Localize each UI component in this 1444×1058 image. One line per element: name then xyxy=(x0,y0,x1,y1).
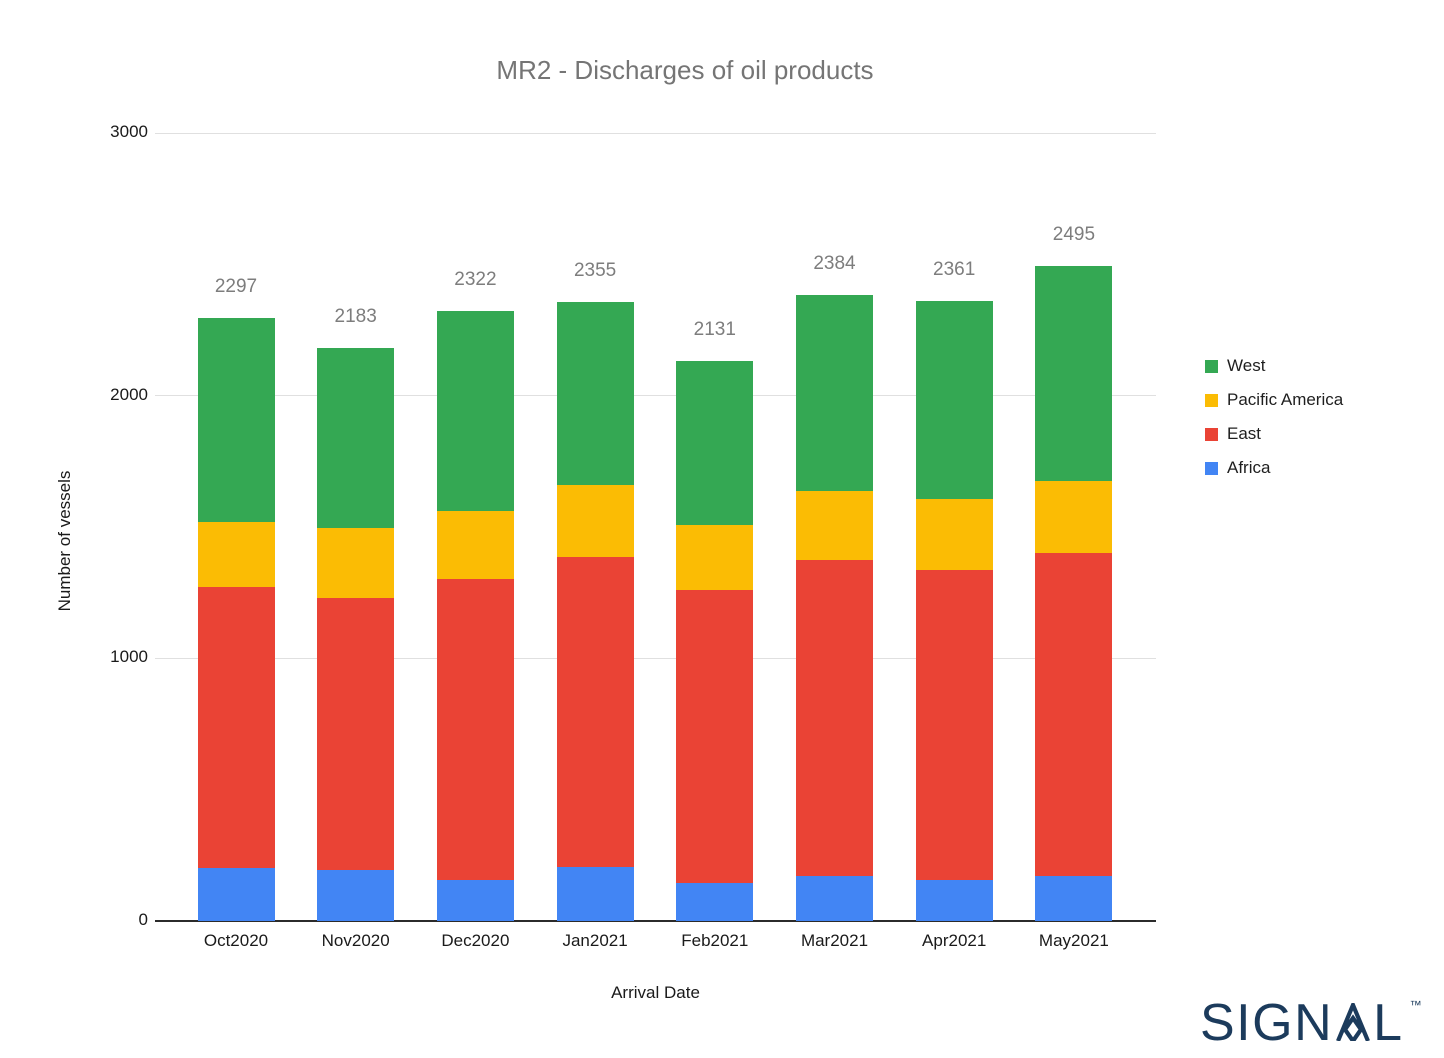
x-tick-label-jan2021: Jan2021 xyxy=(562,931,628,950)
bar-segment-east-jan2021[interactable] xyxy=(556,557,634,868)
bar-segment-africa-nov2020[interactable] xyxy=(317,869,395,921)
logo-text-right: L xyxy=(1373,994,1404,1052)
x-tick-label-dec2020: Dec2020 xyxy=(441,931,510,950)
legend-swatch-pacific-america xyxy=(1205,393,1218,407)
bar-segment-africa-dec2020[interactable] xyxy=(436,880,514,921)
x-tick-label-mar2021: Mar2021 xyxy=(800,931,869,950)
legend-item-east: East xyxy=(1205,424,1343,444)
bar-segment-africa-mar2021[interactable] xyxy=(796,876,873,921)
y-tick-label-1000: 1000 xyxy=(110,647,148,667)
bar-segment-africa-may2021[interactable] xyxy=(1035,876,1113,921)
bar-segment-west-oct2020[interactable] xyxy=(197,317,275,522)
legend-swatch-west xyxy=(1205,359,1218,373)
bar-segment-africa-oct2020[interactable] xyxy=(197,868,275,921)
bar-segment-east-oct2020[interactable] xyxy=(197,587,275,869)
bar-segment-africa-jan2021[interactable] xyxy=(556,867,634,921)
bar-segment-pacific-america-apr2021[interactable] xyxy=(915,498,993,571)
bar-total-label-mar2021: 2384 xyxy=(813,252,856,274)
gridline-3000 xyxy=(155,132,1156,134)
chart-title: MR2 - Discharges of oil products xyxy=(496,55,874,85)
bar-segment-east-dec2020[interactable] xyxy=(436,578,514,881)
logo-compass-a-icon xyxy=(1336,1003,1371,1041)
legend-label-east: East xyxy=(1227,424,1262,443)
bar-total-label-may2021: 2495 xyxy=(1052,223,1096,245)
legend: West Pacific America East Africa xyxy=(1205,356,1343,492)
bar-segment-pacific-america-mar2021[interactable] xyxy=(796,491,873,560)
bar-segment-pacific-america-feb2021[interactable] xyxy=(676,525,754,591)
bar-total-label-apr2021: 2361 xyxy=(933,258,976,280)
legend-label-west: West xyxy=(1227,356,1266,375)
bar-segment-pacific-america-oct2020[interactable] xyxy=(197,521,275,588)
x-tick-label-nov2020: Nov2020 xyxy=(321,931,390,950)
bar-segment-west-feb2021[interactable] xyxy=(676,361,754,526)
bar-total-label-feb2021: 2131 xyxy=(693,319,736,341)
y-tick-label-2000: 2000 xyxy=(110,384,148,404)
gridline-2000 xyxy=(155,395,1156,397)
legend-label-pacific-america: Pacific America xyxy=(1227,390,1344,409)
legend-item-pacific-america: Pacific America xyxy=(1205,390,1343,410)
x-tick-label-feb2021: Feb2021 xyxy=(681,931,749,950)
x-axis-line xyxy=(155,920,1156,922)
bar-segment-east-apr2021[interactable] xyxy=(915,570,993,881)
legend-item-africa: Africa xyxy=(1205,458,1343,478)
bar-total-label-oct2020: 2297 xyxy=(214,275,258,297)
y-axis-title: Number of vessels xyxy=(55,470,74,612)
bar-total-label-nov2020: 2183 xyxy=(334,305,377,327)
bar-segment-pacific-america-dec2020[interactable] xyxy=(436,511,514,579)
bar-segment-pacific-america-jan2021[interactable] xyxy=(556,485,634,558)
x-tick-label-may2021: May2021 xyxy=(1038,931,1109,950)
logo-trademark: ™ xyxy=(1409,998,1422,1012)
y-tick-label-3000: 3000 xyxy=(110,122,148,141)
legend-item-west: West xyxy=(1205,356,1343,376)
bar-segment-west-mar2021[interactable] xyxy=(796,294,873,492)
bar-segment-west-dec2020[interactable] xyxy=(436,311,514,512)
bar-segment-africa-feb2021[interactable] xyxy=(676,882,754,921)
bar-total-label-dec2020: 2322 xyxy=(454,269,497,291)
bar-segment-east-may2021[interactable] xyxy=(1035,552,1113,877)
bar-segment-east-feb2021[interactable] xyxy=(676,590,754,883)
bar-segment-pacific-america-nov2020[interactable] xyxy=(317,528,395,598)
logo-text-left: SIGN xyxy=(1200,994,1334,1052)
bar-segment-west-may2021[interactable] xyxy=(1035,265,1113,481)
legend-label-africa: Africa xyxy=(1227,458,1271,477)
legend-swatch-east xyxy=(1205,427,1218,441)
x-axis-title: Arrival Date xyxy=(611,983,700,1002)
signal-logo: SIGN L ™ xyxy=(1200,994,1422,1052)
bar-segment-west-apr2021[interactable] xyxy=(915,300,993,499)
bar-segment-east-nov2020[interactable] xyxy=(317,597,395,870)
y-tick-label-0: 0 xyxy=(138,910,148,929)
bar-segment-west-nov2020[interactable] xyxy=(317,347,395,529)
legend-swatch-africa xyxy=(1205,461,1218,475)
bar-total-label-jan2021: 2355 xyxy=(573,260,617,282)
bar-segment-west-jan2021[interactable] xyxy=(556,302,634,486)
bar-segment-east-mar2021[interactable] xyxy=(796,559,873,877)
x-tick-label-apr2021: Apr2021 xyxy=(922,931,987,950)
bar-segment-africa-apr2021[interactable] xyxy=(915,880,993,921)
x-tick-label-oct2020: Oct2020 xyxy=(203,931,269,950)
gridline-1000 xyxy=(155,657,1156,659)
bar-segment-pacific-america-may2021[interactable] xyxy=(1035,480,1113,553)
